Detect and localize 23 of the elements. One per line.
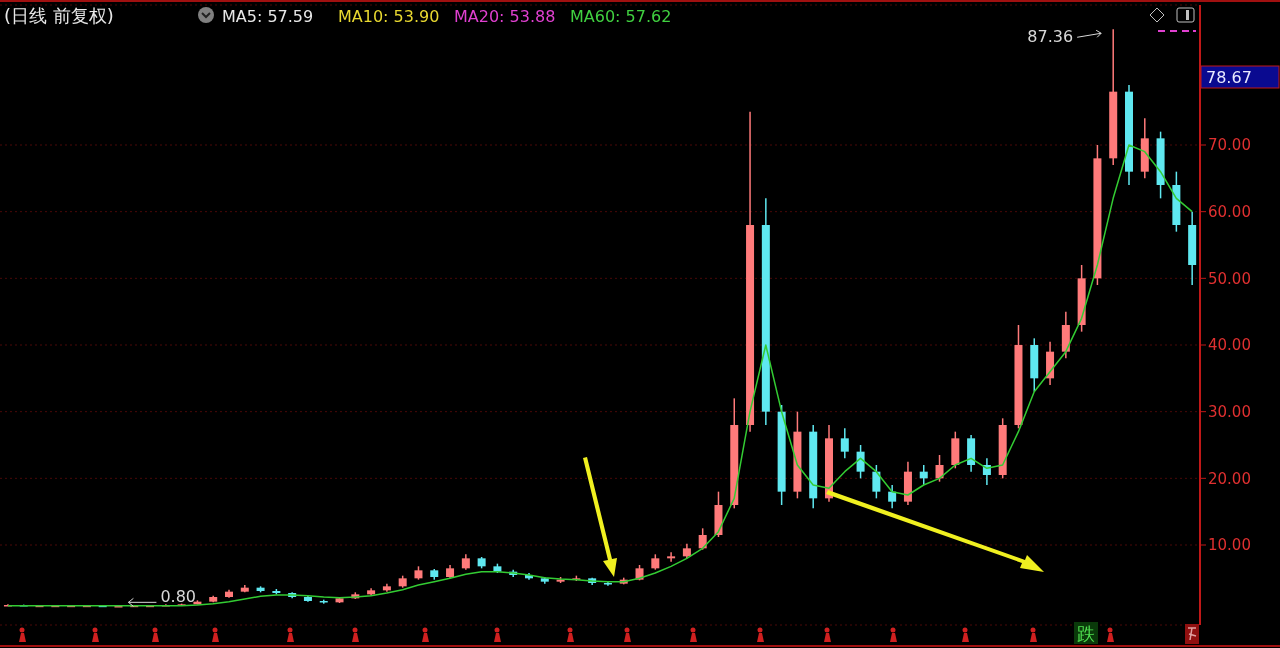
candlestick <box>856 444 865 480</box>
annotation: MA60: 57.62 <box>570 7 672 26</box>
y-tick-label: 20.00 <box>1208 469 1251 488</box>
candlestick <box>872 464 881 500</box>
y-tick-label: 10.00 <box>1208 536 1251 555</box>
y-tick-label: 40.00 <box>1208 336 1251 355</box>
annotation: 跌 <box>1077 623 1095 644</box>
line-series <box>7 144 1193 607</box>
candlestick <box>840 427 849 460</box>
annotation: MA10: 53.90 <box>338 7 440 26</box>
annotation: MA5: 57.59 <box>222 7 314 26</box>
y-tick-label: 50.00 <box>1208 269 1251 288</box>
y-tick-label: 30.00 <box>1208 402 1251 421</box>
candlestick <box>888 484 897 510</box>
annotation: MA20: 53.88 <box>454 7 556 26</box>
chart-title: (日线 前复权) <box>4 5 114 26</box>
y-tick-label: 60.00 <box>1208 202 1251 221</box>
candlestick <box>919 464 928 486</box>
text: 78.67 <box>1206 68 1252 87</box>
annotation: 0.80 <box>160 587 197 607</box>
y-tick-label: 70.00 <box>1208 136 1251 155</box>
candlestick <box>667 551 676 563</box>
annotation: 87.36 <box>1027 27 1074 47</box>
